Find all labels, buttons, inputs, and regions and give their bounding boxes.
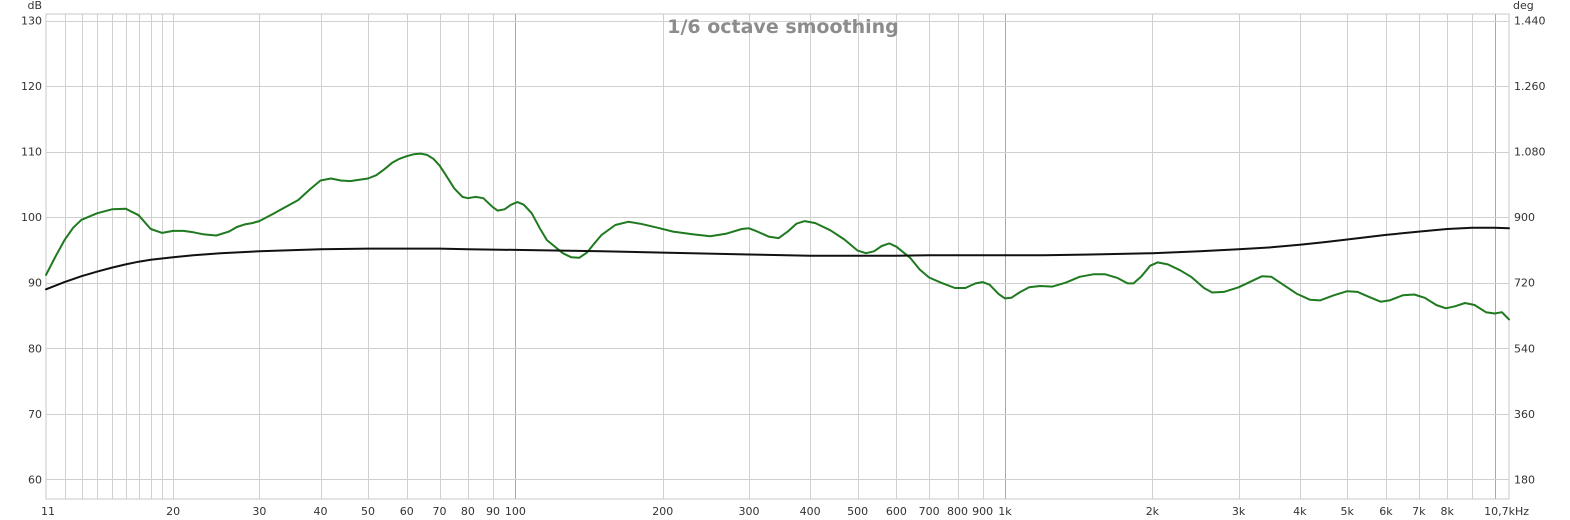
grid-lines bbox=[46, 14, 1509, 499]
x-tick-label: 500 bbox=[847, 505, 868, 518]
x-tick-label: 7k bbox=[1412, 505, 1426, 518]
y-left-tick-label: 60 bbox=[28, 473, 42, 486]
y-right-tick-label: 1.440 bbox=[1514, 15, 1546, 28]
y-left-unit-label: dB bbox=[27, 0, 42, 12]
x-tick-label: 80 bbox=[461, 505, 475, 518]
y-right-tick-label: 1.260 bbox=[1514, 80, 1546, 93]
y-left-tick-label: 120 bbox=[21, 80, 42, 93]
y-right-tick-label: 180 bbox=[1514, 473, 1535, 486]
x-tick-label: 3k bbox=[1232, 505, 1246, 518]
y-right-tick-label: 900 bbox=[1514, 211, 1535, 224]
x-tick-label: 60 bbox=[400, 505, 414, 518]
y-left-tick-label: 130 bbox=[21, 15, 42, 28]
x-tick-label: 6k bbox=[1379, 505, 1393, 518]
x-tick-label: 8k bbox=[1440, 505, 1454, 518]
y-left-tick-label: 100 bbox=[21, 211, 42, 224]
x-tick-label: 30 bbox=[252, 505, 266, 518]
y-right-unit-label: deg bbox=[1513, 0, 1534, 12]
y-right-tick-label: 720 bbox=[1514, 277, 1535, 290]
x-tick-label: 100 bbox=[505, 505, 526, 518]
x-tick-label: 400 bbox=[800, 505, 821, 518]
y-right-tick-label: 1.080 bbox=[1514, 146, 1546, 159]
x-tick-label: 900 bbox=[972, 505, 993, 518]
y-left-tick-label: 70 bbox=[28, 408, 42, 421]
x-tick-label: 70 bbox=[433, 505, 447, 518]
y-right-tick-label: 360 bbox=[1514, 408, 1535, 421]
x-tick-label: 20 bbox=[166, 505, 180, 518]
x-tick-label: 200 bbox=[652, 505, 673, 518]
tick-labels: 60 70 80 90 100 110 120 130 180 360 540 720 900 1.080… bbox=[21, 15, 1546, 518]
x-tick-label: 800 bbox=[947, 505, 968, 518]
x-tick-label: 4k bbox=[1293, 505, 1307, 518]
x-tick-label: 40 bbox=[314, 505, 328, 518]
x-tick-label: 10,7kHz bbox=[1484, 505, 1529, 518]
plot-frame bbox=[45, 13, 1510, 500]
chart-title: 1/6 octave smoothing bbox=[667, 16, 899, 38]
x-tick-label: 1k bbox=[998, 505, 1012, 518]
y-left-tick-label: 110 bbox=[21, 146, 42, 159]
x-tick-label: 5k bbox=[1341, 505, 1355, 518]
x-tick-label: 2k bbox=[1146, 505, 1160, 518]
series-line-2 bbox=[45, 226, 1510, 291]
x-tick-label: 50 bbox=[361, 505, 375, 518]
x-tick-label: 90 bbox=[486, 505, 500, 518]
x-tick-label: 11 bbox=[41, 505, 55, 518]
x-tick-label: 600 bbox=[886, 505, 907, 518]
x-tick-label: 300 bbox=[738, 505, 759, 518]
y-right-tick-label: 540 bbox=[1514, 342, 1535, 355]
series-layer bbox=[45, 152, 1510, 321]
x-tick-label: 700 bbox=[919, 505, 940, 518]
y-left-tick-label: 80 bbox=[28, 342, 42, 355]
series-line-1 bbox=[45, 152, 1510, 321]
y-left-tick-label: 90 bbox=[28, 277, 42, 290]
